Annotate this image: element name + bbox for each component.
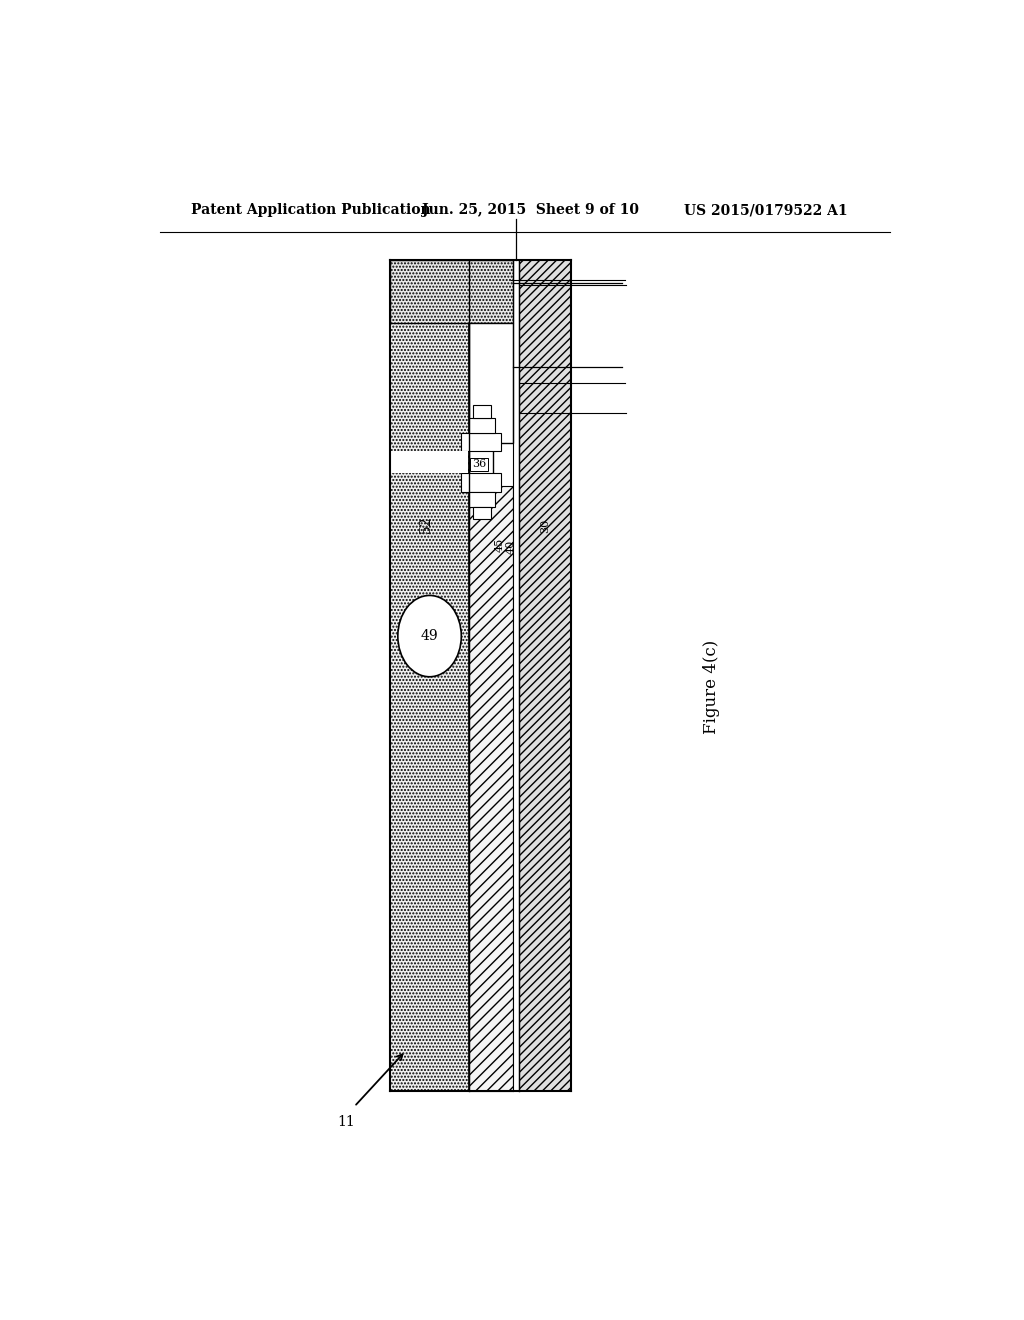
Circle shape [397, 595, 462, 677]
Text: 30: 30 [540, 519, 550, 533]
Bar [469, 323, 513, 444]
Bar [473, 507, 492, 519]
Bar [469, 486, 513, 1092]
Text: Jun. 25, 2015  Sheet 9 of 10: Jun. 25, 2015 Sheet 9 of 10 [422, 203, 639, 216]
Bar [469, 444, 494, 486]
Text: 11: 11 [337, 1115, 355, 1129]
Bar [469, 492, 495, 507]
Text: 37: 37 [490, 272, 505, 289]
Text: Patent Application Publication: Patent Application Publication [191, 203, 431, 216]
Text: 47: 47 [455, 455, 465, 470]
Text: Figure 4(c): Figure 4(c) [702, 640, 720, 734]
Text: 36: 36 [472, 459, 486, 470]
Bar [513, 260, 519, 1092]
Bar [473, 405, 492, 417]
Text: 34: 34 [480, 374, 495, 392]
Text: US 2015/0179522 A1: US 2015/0179522 A1 [684, 203, 847, 216]
Text: 45: 45 [495, 537, 505, 552]
Bar [469, 417, 495, 433]
Text: 32: 32 [484, 477, 495, 491]
Text: 49: 49 [421, 630, 438, 643]
Bar [462, 474, 501, 492]
Bar [519, 260, 570, 1092]
Bar [462, 433, 501, 451]
Text: 40: 40 [506, 540, 515, 554]
Bar [390, 260, 469, 1092]
Text: 52: 52 [419, 516, 432, 533]
Bar [391, 451, 468, 474]
Bar [390, 260, 513, 323]
